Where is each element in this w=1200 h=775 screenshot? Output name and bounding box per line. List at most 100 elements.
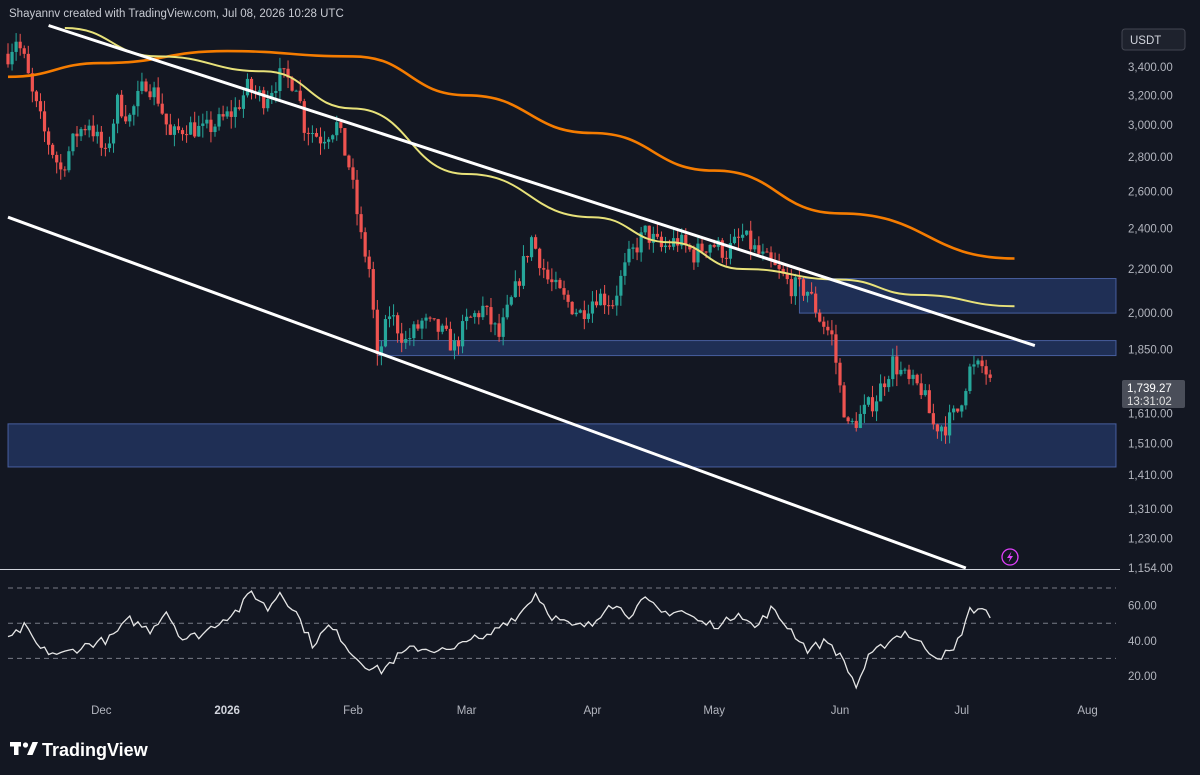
price-tick-label: 3,400.00 xyxy=(1128,62,1173,74)
candle-body xyxy=(489,307,493,325)
candle xyxy=(225,106,229,119)
candle-body xyxy=(943,426,948,436)
candle xyxy=(578,308,582,314)
candle xyxy=(412,321,416,347)
candle-body xyxy=(132,106,136,115)
candle xyxy=(180,127,185,141)
candle-body xyxy=(63,169,67,171)
candle xyxy=(42,100,47,143)
tradingview-logo[interactable]: TradingView xyxy=(10,740,149,760)
candle-body xyxy=(107,143,112,149)
candle xyxy=(793,273,797,305)
candle-body xyxy=(136,90,140,107)
price-tick-label: 1,230.00 xyxy=(1128,533,1173,545)
candle xyxy=(436,318,440,340)
time-tick-label: Jun xyxy=(831,705,850,717)
candle-body xyxy=(282,68,286,70)
time-tick-label: Aug xyxy=(1077,705,1097,717)
candle-body xyxy=(456,340,461,347)
candle-body xyxy=(797,277,802,280)
oscillator-pane[interactable] xyxy=(7,587,1116,690)
candle-body xyxy=(741,234,745,238)
candle xyxy=(895,345,899,387)
candle xyxy=(688,243,692,252)
candle xyxy=(91,115,95,142)
candle xyxy=(538,247,542,276)
candle-body xyxy=(700,243,704,252)
candle-body xyxy=(156,87,160,104)
candle xyxy=(915,373,919,386)
candle xyxy=(497,313,501,342)
candle-body xyxy=(262,90,266,109)
candle xyxy=(46,127,51,155)
candle-body xyxy=(513,281,517,298)
candle-body xyxy=(205,119,209,124)
candle-body xyxy=(83,129,87,131)
candle xyxy=(485,305,489,316)
candle-body xyxy=(46,131,51,145)
candle xyxy=(927,384,931,414)
candle-body xyxy=(379,346,383,355)
candle-body xyxy=(322,141,327,144)
candle xyxy=(456,336,461,355)
attribution-text: Shayannv created with TradingView.com, J… xyxy=(9,8,344,20)
candle xyxy=(79,127,83,141)
candle xyxy=(148,84,152,100)
candle xyxy=(753,238,757,253)
candle-body xyxy=(667,245,672,247)
candle xyxy=(10,43,14,71)
candle-body xyxy=(505,304,509,318)
candle-body xyxy=(6,53,10,65)
time-axis[interactable]: Dec 2026 Feb Mar Apr May Jun Jul Aug xyxy=(91,705,1098,717)
candle xyxy=(862,394,866,423)
candle-body xyxy=(404,338,408,343)
candle-body xyxy=(607,305,611,307)
alert-bolt-icon[interactable] xyxy=(1001,548,1019,566)
candle xyxy=(99,125,103,156)
candle-body xyxy=(22,48,26,54)
candle-body xyxy=(469,316,473,318)
candle-body xyxy=(59,162,63,170)
candle-body xyxy=(534,237,538,249)
candle xyxy=(327,136,331,149)
candle xyxy=(237,99,241,111)
candle-body xyxy=(221,114,225,117)
candle xyxy=(968,363,972,394)
candle xyxy=(111,119,116,153)
candle-body xyxy=(465,316,469,322)
currency-badge[interactable]: USDT xyxy=(1121,28,1186,51)
price-axis[interactable]: 3,400.00 3,200.00 3,000.00 2,800.00 2,600.00… xyxy=(1128,62,1173,575)
candle-body xyxy=(643,225,647,233)
candle xyxy=(477,310,481,325)
time-tick-label: Apr xyxy=(583,705,601,717)
candle-body xyxy=(854,420,858,428)
candle-body xyxy=(197,125,201,137)
oscillator-tick-label: 60.00 xyxy=(1128,601,1157,613)
currency-label: USDT xyxy=(1130,35,1161,47)
candle xyxy=(473,310,477,324)
candle xyxy=(570,301,574,316)
oscillator-axis[interactable]: 60.00 40.00 20.00 xyxy=(1128,601,1157,683)
candle xyxy=(115,93,120,134)
candle-body xyxy=(704,251,708,253)
price-pane[interactable] xyxy=(0,24,1120,570)
price-tick-label: 2,800.00 xyxy=(1128,152,1173,164)
candle-body xyxy=(931,413,935,425)
candle-body xyxy=(371,269,375,310)
candle-body xyxy=(728,243,733,259)
candle-body xyxy=(550,279,554,283)
candle xyxy=(347,154,351,171)
candle-body xyxy=(10,51,14,65)
candle xyxy=(314,128,319,138)
candle-body xyxy=(148,91,152,98)
candle-body xyxy=(765,251,769,253)
candle-body xyxy=(497,323,501,337)
candle xyxy=(339,121,343,133)
candle-body xyxy=(923,390,927,396)
candle xyxy=(322,131,327,150)
candle xyxy=(408,328,412,346)
candle xyxy=(34,90,39,108)
candle xyxy=(18,33,22,56)
candle xyxy=(172,124,177,147)
candle xyxy=(103,143,108,157)
